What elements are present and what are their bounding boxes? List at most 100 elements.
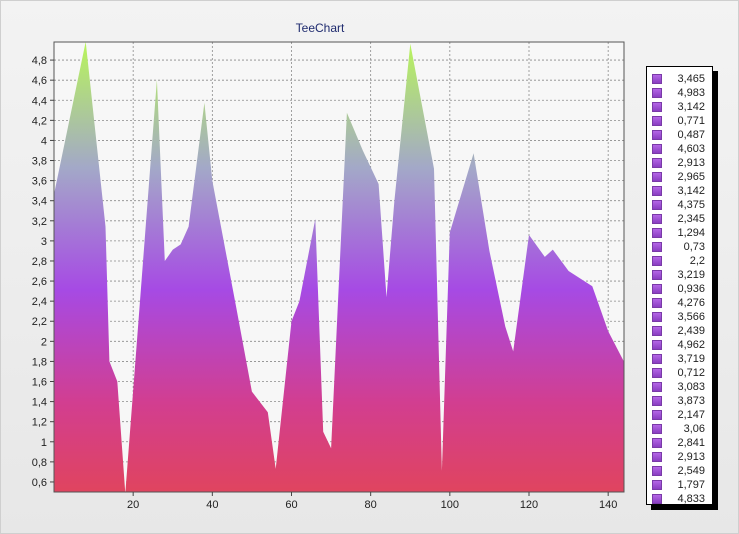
legend-label: 0,73 xyxy=(683,241,705,253)
legend-swatch xyxy=(652,214,662,224)
legend-item: 4,603 xyxy=(647,142,712,156)
legend-item: 1,797 xyxy=(647,478,712,492)
legend-label: 2,345 xyxy=(677,213,705,225)
legend-swatch xyxy=(652,438,662,448)
legend-swatch xyxy=(652,410,662,420)
legend-item: 2,913 xyxy=(647,450,712,464)
legend-swatch xyxy=(652,424,662,434)
legend-item: 1,294 xyxy=(647,226,712,240)
x-tick-label: 60 xyxy=(285,499,297,511)
legend-swatch xyxy=(652,144,662,154)
legend-item: 4,833 xyxy=(647,492,712,506)
legend-item: 3,873 xyxy=(647,394,712,408)
legend: 3,465 4,983 3,142 0,771 0,487 4,603 2,913 2,965… xyxy=(646,66,713,505)
legend-swatch xyxy=(652,270,662,280)
legend-swatch xyxy=(652,74,662,84)
legend-swatch xyxy=(652,116,662,126)
y-tick-label: 4 xyxy=(41,135,47,147)
legend-item: 2,841 xyxy=(647,436,712,450)
legend-swatch xyxy=(652,466,662,476)
x-tick-label: 40 xyxy=(206,499,218,511)
x-tick-label: 140 xyxy=(599,499,617,511)
legend-label: 1,294 xyxy=(677,227,705,239)
legend-swatch xyxy=(652,340,662,350)
chart-title: TeeChart xyxy=(295,21,345,35)
legend-item: 2,965 xyxy=(647,170,712,184)
y-tick-label: 0,8 xyxy=(32,457,47,469)
legend-item: 4,375 xyxy=(647,198,712,212)
legend-label: 2,841 xyxy=(677,437,705,449)
legend-item: 2,549 xyxy=(647,464,712,478)
legend-swatch xyxy=(652,382,662,392)
legend-swatch xyxy=(652,396,662,406)
legend-label: 3,566 xyxy=(677,311,705,323)
y-tick-label: 1 xyxy=(41,437,47,449)
legend-label: 3,873 xyxy=(677,395,705,407)
legend-item: 2,439 xyxy=(647,324,712,338)
y-tick-label: 3,4 xyxy=(32,196,47,208)
legend-item: 2,913 xyxy=(647,156,712,170)
y-tick-label: 2 xyxy=(41,336,47,348)
legend-swatch xyxy=(652,452,662,462)
legend-swatch xyxy=(652,130,662,140)
legend-label: 0,936 xyxy=(677,283,705,295)
legend-swatch xyxy=(652,326,662,336)
legend-swatch xyxy=(652,228,662,238)
legend-label: 2,2 xyxy=(689,255,705,267)
legend-item: 0,487 xyxy=(647,128,712,142)
legend-item: 4,983 xyxy=(647,86,712,100)
x-tick-label: 120 xyxy=(520,499,538,511)
legend-swatch xyxy=(652,186,662,196)
legend-swatch xyxy=(652,494,662,504)
legend-label: 2,549 xyxy=(677,465,705,477)
y-tick-label: 1,2 xyxy=(32,417,47,429)
legend-label: 4,375 xyxy=(677,199,705,211)
legend-swatch xyxy=(652,480,662,490)
legend-swatch xyxy=(652,102,662,112)
legend-item: 3,142 xyxy=(647,100,712,114)
legend-swatch xyxy=(652,158,662,168)
legend-label: 4,276 xyxy=(677,297,705,309)
legend-label: 3,719 xyxy=(677,353,705,365)
plot-border xyxy=(53,41,625,493)
legend-label: 4,603 xyxy=(677,143,705,155)
y-tick-label: 2,8 xyxy=(32,256,47,268)
y-tick-label: 3,2 xyxy=(32,216,47,228)
y-tick-label: 2,4 xyxy=(32,296,47,308)
y-tick-label: 0,6 xyxy=(32,477,47,489)
legend-label: 4,833 xyxy=(677,493,705,505)
legend-label: 2,965 xyxy=(677,171,705,183)
y-tick-label: 2,6 xyxy=(32,276,47,288)
legend-label: 0,712 xyxy=(677,367,705,379)
legend-item: 3,06 xyxy=(647,422,712,436)
legend-swatch xyxy=(652,312,662,322)
legend-item: 3,142 xyxy=(647,184,712,198)
legend-label: 3,142 xyxy=(677,101,705,113)
legend-item: 3,719 xyxy=(647,352,712,366)
legend-swatch xyxy=(652,368,662,378)
legend-swatch xyxy=(652,284,662,294)
legend-swatch xyxy=(652,200,662,210)
axes: 0,6 0,8 1 1,2 1,4 1,6 1,8 2 2,2 2,4 2,6 2,8 3 3,2 3,4 3… xyxy=(32,55,618,511)
y-tick-label: 1,4 xyxy=(32,397,47,409)
legend-item: 4,276 xyxy=(647,296,712,310)
legend-label: 0,771 xyxy=(677,115,705,127)
legend-label: 3,465 xyxy=(677,73,705,85)
y-tick-label: 1,8 xyxy=(32,356,47,368)
y-tick-label: 4,4 xyxy=(32,95,47,107)
y-tick-label: 2,2 xyxy=(32,316,47,328)
legend-label: 3,142 xyxy=(677,185,705,197)
y-tick-label: 4,6 xyxy=(32,75,47,87)
legend-label: 3,219 xyxy=(677,269,705,281)
x-tick-label: 100 xyxy=(441,499,459,511)
legend-label: 2,913 xyxy=(677,157,705,169)
y-tick-label: 4,2 xyxy=(32,115,47,127)
legend-label: 3,06 xyxy=(683,423,705,435)
legend-item: 2,345 xyxy=(647,212,712,226)
legend-swatch xyxy=(652,242,662,252)
y-tick-label: 3,8 xyxy=(32,156,47,168)
legend-item: 3,083 xyxy=(647,380,712,394)
legend-swatch xyxy=(652,298,662,308)
legend-label: 2,147 xyxy=(677,409,705,421)
